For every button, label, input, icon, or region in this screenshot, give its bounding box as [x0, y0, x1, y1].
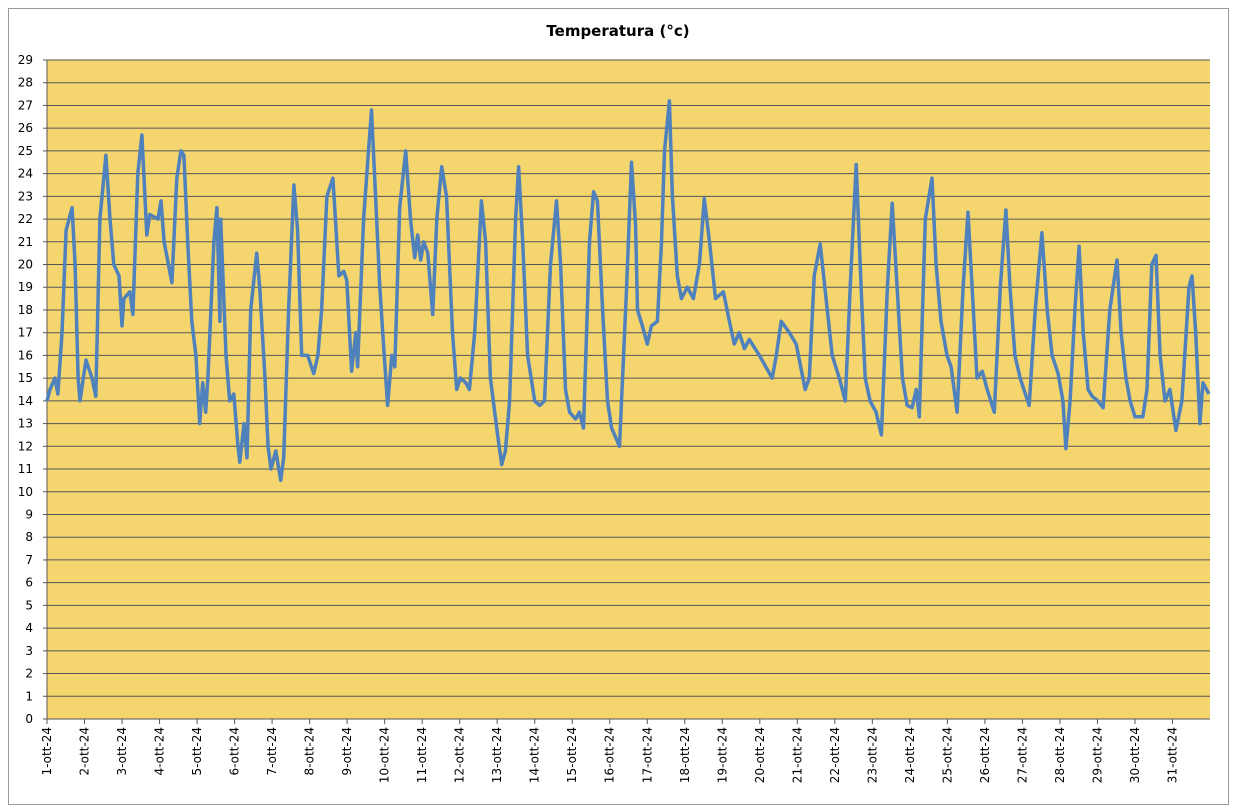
chart-title: Temperatura (°c)	[546, 22, 689, 40]
y-tick-label: 2	[25, 667, 33, 681]
y-tick-label: 4	[25, 621, 33, 635]
x-tick-label: 24-ott-24	[903, 727, 917, 783]
y-tick-label: 7	[25, 553, 33, 567]
x-tick-label: 3-ott-24	[115, 727, 129, 776]
y-tick-label: 27	[18, 98, 33, 112]
x-tick-label: 16-ott-24	[603, 727, 617, 783]
y-tick-label: 17	[18, 326, 33, 340]
x-tick-label: 2-ott-24	[78, 727, 92, 776]
x-tick-label: 13-ott-24	[490, 727, 504, 783]
y-tick-label: 26	[18, 121, 33, 135]
temperature-line	[45, 99, 1211, 483]
y-tick-label: 14	[18, 394, 33, 408]
y-tick-label: 20	[18, 258, 33, 272]
x-tick-label: 8-ott-24	[303, 727, 317, 776]
y-tick-label: 5	[25, 598, 33, 612]
y-tick-label: 12	[18, 439, 33, 453]
x-tick-label: 12-ott-24	[453, 727, 467, 783]
x-tick-label: 30-ott-24	[1128, 727, 1142, 783]
x-tick-label: 19-ott-24	[715, 727, 729, 783]
x-tick-label: 27-ott-24	[1015, 727, 1029, 783]
x-tick-label: 6-ott-24	[228, 727, 242, 776]
x-tick-label: 9-ott-24	[340, 727, 354, 776]
y-tick-label: 18	[18, 303, 33, 317]
y-tick-label: 29	[18, 53, 33, 67]
x-tick-label: 25-ott-24	[940, 727, 954, 783]
y-tick-label: 6	[25, 576, 33, 590]
y-tick-label: 23	[18, 189, 33, 203]
y-tick-label: 25	[18, 144, 33, 158]
x-tick-label: 10-ott-24	[378, 727, 392, 783]
y-tick-label: 0	[25, 712, 33, 726]
y-tick-label: 22	[18, 212, 33, 226]
x-tick-label: 5-ott-24	[190, 727, 204, 776]
y-tick-label: 9	[25, 507, 33, 521]
x-tick-label: 31-ott-24	[1165, 727, 1179, 783]
y-tick-label: 11	[18, 462, 33, 476]
x-tick-label: 23-ott-24	[865, 727, 879, 783]
y-tick-label: 1	[25, 689, 33, 703]
x-tick-label: 21-ott-24	[790, 727, 804, 783]
x-tick-label: 22-ott-24	[828, 727, 842, 783]
x-tick-label: 1-ott-24	[40, 727, 54, 776]
x-tick-label: 26-ott-24	[978, 727, 992, 783]
x-tick-label: 14-ott-24	[528, 727, 542, 783]
y-tick-label: 19	[18, 280, 33, 294]
x-tick-label: 28-ott-24	[1053, 727, 1067, 783]
x-tick-label: 7-ott-24	[265, 727, 279, 776]
x-tick-label: 29-ott-24	[1090, 727, 1104, 783]
x-tick-label: 15-ott-24	[565, 727, 579, 783]
y-tick-label: 28	[18, 76, 33, 90]
y-tick-label: 8	[25, 530, 33, 544]
x-tick-label: 17-ott-24	[640, 727, 654, 783]
y-tick-label: 16	[18, 348, 33, 362]
y-tick-label: 3	[25, 644, 33, 658]
plot-area	[47, 60, 1210, 719]
x-tick-label: 11-ott-24	[415, 727, 429, 783]
y-tick-label: 21	[18, 235, 33, 249]
y-tick-label: 15	[18, 371, 33, 385]
y-tick-label: 10	[18, 485, 33, 499]
x-tick-label: 4-ott-24	[153, 727, 167, 776]
y-tick-label: 13	[18, 417, 33, 431]
y-tick-label: 24	[18, 167, 33, 181]
x-tick-label: 20-ott-24	[753, 727, 767, 783]
x-tick-label: 18-ott-24	[678, 727, 692, 783]
